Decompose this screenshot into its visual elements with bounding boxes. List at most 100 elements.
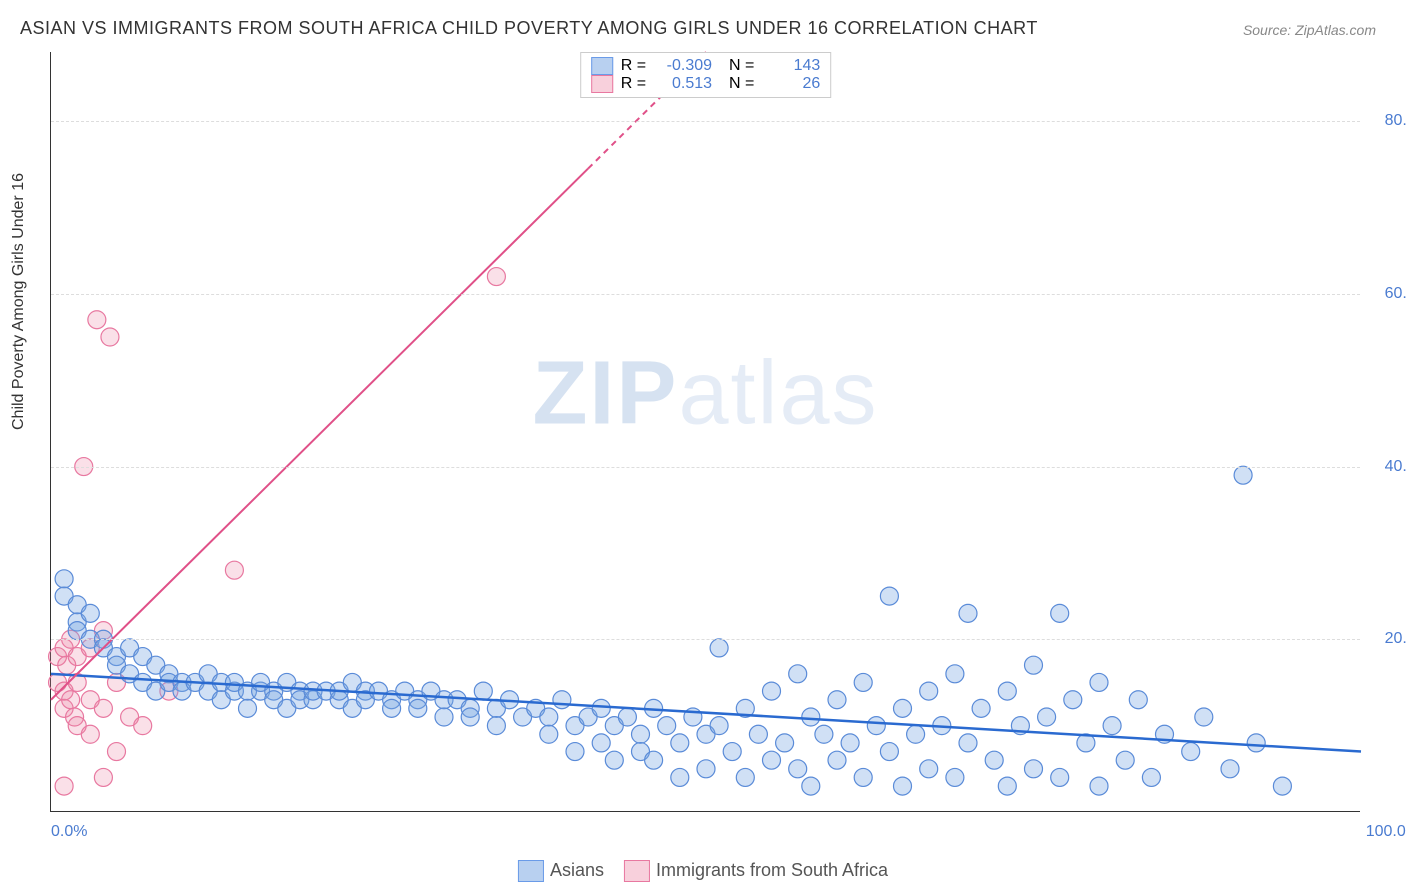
- scatter-point: [134, 717, 152, 735]
- scatter-point: [435, 708, 453, 726]
- scatter-point: [605, 751, 623, 769]
- scatter-point: [540, 708, 558, 726]
- legend-swatch: [591, 75, 613, 93]
- scatter-point: [1221, 760, 1239, 778]
- scatter-point: [828, 751, 846, 769]
- legend-r-value: 0.513: [654, 75, 712, 93]
- scatter-point: [225, 561, 243, 579]
- scatter-point: [815, 725, 833, 743]
- legend-n-label: N =: [720, 75, 754, 93]
- scatter-point: [710, 717, 728, 735]
- scatter-point: [487, 717, 505, 735]
- legend-item: Immigrants from South Africa: [624, 860, 888, 882]
- gridline: [51, 294, 1360, 295]
- scatter-point: [1247, 734, 1265, 752]
- scatter-point: [736, 768, 754, 786]
- correlation-legend: R =-0.309 N =143R =0.513 N =26: [580, 52, 832, 98]
- scatter-point: [985, 751, 1003, 769]
- scatter-point: [94, 699, 112, 717]
- scatter-point: [749, 725, 767, 743]
- scatter-point: [959, 734, 977, 752]
- legend-r-label: R =: [621, 75, 646, 93]
- scatter-point: [101, 328, 119, 346]
- scatter-point: [1116, 751, 1134, 769]
- scatter-point: [55, 777, 73, 795]
- scatter-point: [1025, 656, 1043, 674]
- scatter-point: [723, 743, 741, 761]
- scatter-point: [1064, 691, 1082, 709]
- scatter-point: [802, 777, 820, 795]
- y-tick-label: 40.0%: [1385, 458, 1406, 476]
- scatter-point: [789, 665, 807, 683]
- legend-swatch: [518, 860, 544, 882]
- scatter-point: [62, 691, 80, 709]
- legend-n-value: 26: [762, 75, 820, 93]
- scatter-point: [880, 587, 898, 605]
- scatter-point: [566, 743, 584, 761]
- x-tick-label: 100.0%: [1366, 823, 1406, 841]
- chart-title: ASIAN VS IMMIGRANTS FROM SOUTH AFRICA CH…: [20, 18, 1038, 39]
- scatter-point: [553, 691, 571, 709]
- scatter-point: [658, 717, 676, 735]
- scatter-point: [239, 699, 257, 717]
- scatter-point: [946, 768, 964, 786]
- source-attribution: Source: ZipAtlas.com: [1243, 22, 1376, 38]
- scatter-point: [841, 734, 859, 752]
- scatter-point: [828, 691, 846, 709]
- gridline: [51, 467, 1360, 468]
- scatter-point: [461, 708, 479, 726]
- legend-label: Immigrants from South Africa: [656, 860, 888, 880]
- scatter-point: [592, 699, 610, 717]
- legend-label: Asians: [550, 860, 604, 880]
- scatter-point: [592, 734, 610, 752]
- y-tick-label: 20.0%: [1385, 630, 1406, 648]
- scatter-point: [789, 760, 807, 778]
- scatter-point: [854, 768, 872, 786]
- legend-r-value: -0.309: [654, 57, 712, 75]
- scatter-point: [867, 717, 885, 735]
- scatter-point: [710, 639, 728, 657]
- legend-row: R =-0.309 N =143: [591, 57, 821, 75]
- scatter-point: [802, 708, 820, 726]
- scatter-point: [998, 777, 1016, 795]
- series-legend: Asians Immigrants from South Africa: [518, 860, 888, 882]
- scatter-point: [854, 673, 872, 691]
- scatter-point: [632, 725, 650, 743]
- scatter-point: [763, 682, 781, 700]
- legend-n-value: 143: [762, 57, 820, 75]
- scatter-point: [108, 743, 126, 761]
- y-axis-label: Child Poverty Among Girls Under 16: [10, 173, 28, 430]
- scatter-point: [671, 768, 689, 786]
- scatter-chart: [51, 52, 1361, 812]
- trend-line: [51, 169, 588, 700]
- legend-swatch: [591, 57, 613, 75]
- scatter-point: [383, 699, 401, 717]
- y-tick-label: 80.0%: [1385, 112, 1406, 130]
- scatter-point: [920, 760, 938, 778]
- scatter-point: [487, 268, 505, 286]
- scatter-point: [618, 708, 636, 726]
- gridline: [51, 639, 1360, 640]
- scatter-point: [88, 311, 106, 329]
- scatter-point: [998, 682, 1016, 700]
- scatter-point: [697, 760, 715, 778]
- x-tick-label: 0.0%: [51, 823, 87, 841]
- scatter-point: [894, 777, 912, 795]
- chart-plot-area: ZIPatlas R =-0.309 N =143R =0.513 N =26 …: [50, 52, 1360, 812]
- scatter-point: [409, 699, 427, 717]
- scatter-point: [645, 751, 663, 769]
- scatter-point: [1195, 708, 1213, 726]
- scatter-point: [1182, 743, 1200, 761]
- legend-swatch: [624, 860, 650, 882]
- legend-n-label: N =: [720, 57, 754, 75]
- scatter-point: [94, 768, 112, 786]
- scatter-point: [920, 682, 938, 700]
- scatter-point: [1051, 768, 1069, 786]
- scatter-point: [972, 699, 990, 717]
- scatter-point: [907, 725, 925, 743]
- scatter-point: [81, 604, 99, 622]
- scatter-point: [55, 570, 73, 588]
- scatter-point: [81, 725, 99, 743]
- scatter-point: [474, 682, 492, 700]
- scatter-point: [671, 734, 689, 752]
